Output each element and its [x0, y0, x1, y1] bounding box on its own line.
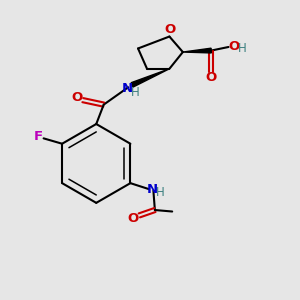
Text: O: O	[206, 71, 217, 84]
Polygon shape	[131, 69, 169, 87]
Text: O: O	[164, 23, 175, 37]
Text: H: H	[131, 86, 140, 99]
Text: N: N	[122, 82, 133, 95]
Text: H: H	[156, 186, 165, 199]
Text: O: O	[229, 40, 240, 53]
Text: F: F	[34, 130, 43, 143]
Polygon shape	[183, 48, 211, 53]
Text: H: H	[238, 42, 246, 55]
Text: N: N	[147, 183, 158, 196]
Text: O: O	[71, 91, 82, 103]
Text: O: O	[128, 212, 139, 225]
